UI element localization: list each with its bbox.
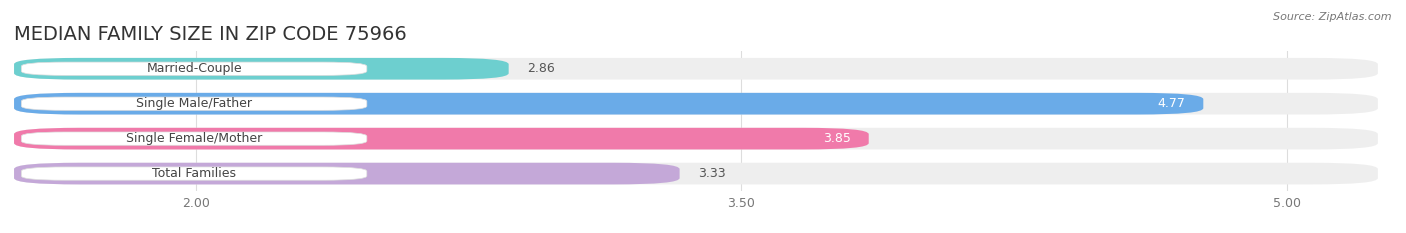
Text: Total Families: Total Families xyxy=(152,167,236,180)
Text: 2.86: 2.86 xyxy=(527,62,554,75)
FancyBboxPatch shape xyxy=(21,132,367,145)
FancyBboxPatch shape xyxy=(14,128,869,150)
Text: 3.33: 3.33 xyxy=(697,167,725,180)
FancyBboxPatch shape xyxy=(14,58,509,80)
FancyBboxPatch shape xyxy=(21,62,367,75)
FancyBboxPatch shape xyxy=(14,93,1204,115)
Text: Single Female/Mother: Single Female/Mother xyxy=(127,132,262,145)
FancyBboxPatch shape xyxy=(14,163,679,185)
FancyBboxPatch shape xyxy=(14,128,1378,150)
Text: Single Male/Father: Single Male/Father xyxy=(136,97,252,110)
FancyBboxPatch shape xyxy=(21,167,367,180)
Text: 4.77: 4.77 xyxy=(1157,97,1185,110)
Text: Source: ZipAtlas.com: Source: ZipAtlas.com xyxy=(1274,12,1392,22)
FancyBboxPatch shape xyxy=(14,163,1378,185)
FancyBboxPatch shape xyxy=(14,58,1378,80)
Text: Married-Couple: Married-Couple xyxy=(146,62,242,75)
FancyBboxPatch shape xyxy=(21,97,367,110)
Text: 3.85: 3.85 xyxy=(823,132,851,145)
Text: MEDIAN FAMILY SIZE IN ZIP CODE 75966: MEDIAN FAMILY SIZE IN ZIP CODE 75966 xyxy=(14,25,406,44)
FancyBboxPatch shape xyxy=(14,93,1378,115)
